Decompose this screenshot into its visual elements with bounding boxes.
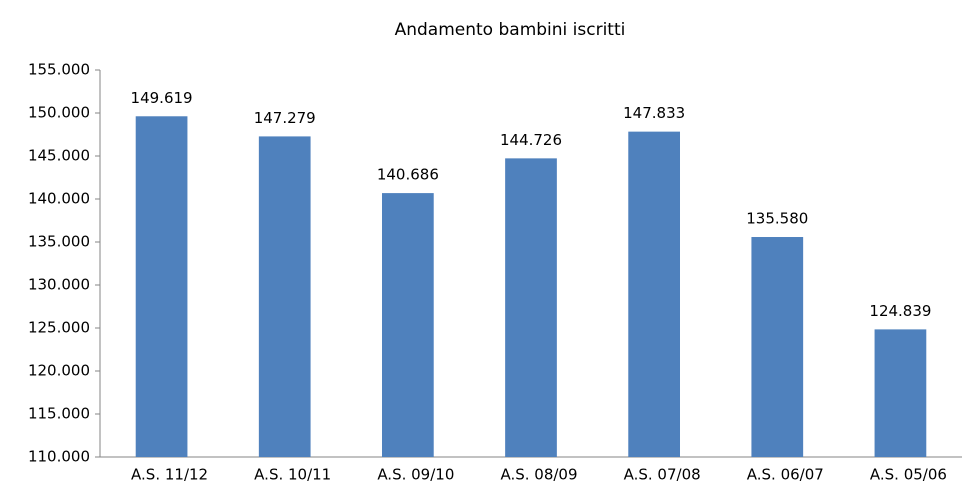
y-tick-label: 125.000 xyxy=(28,319,90,337)
chart-title: Andamento bambini iscritti xyxy=(395,20,626,40)
bar xyxy=(505,158,557,458)
x-tick-label: A.S. 11/12 xyxy=(131,466,208,484)
value-label: 149.619 xyxy=(131,89,193,107)
bar xyxy=(628,131,681,457)
bar xyxy=(751,237,804,457)
y-tick-label: 135.000 xyxy=(28,233,90,251)
y-tick-label: 110.000 xyxy=(28,448,90,466)
y-tick-label: 120.000 xyxy=(28,362,90,380)
x-tick-label: A.S. 06/07 xyxy=(747,466,824,484)
bar xyxy=(135,116,188,457)
x-tick-label: A.S. 10/11 xyxy=(254,466,331,484)
value-label: 140.686 xyxy=(377,166,439,184)
x-tick-label: A.S. 07/08 xyxy=(624,466,701,484)
bar xyxy=(258,136,311,457)
value-label: 147.279 xyxy=(254,109,316,127)
y-tick-label: 155.000 xyxy=(28,61,90,79)
y-tick-label: 115.000 xyxy=(28,405,90,423)
value-label: 144.726 xyxy=(500,131,562,149)
y-tick-label: 130.000 xyxy=(28,276,90,294)
y-tick-label: 145.000 xyxy=(28,147,90,165)
bar xyxy=(874,329,927,457)
x-tick-label: A.S. 08/09 xyxy=(500,466,577,484)
value-label: 147.833 xyxy=(623,104,685,122)
y-tick-label: 150.000 xyxy=(28,104,90,122)
value-label: 135.580 xyxy=(746,210,808,228)
y-tick-label: 140.000 xyxy=(28,190,90,208)
x-tick-label: A.S. 09/10 xyxy=(377,466,454,484)
value-label: 124.839 xyxy=(869,302,931,320)
x-tick-label: A.S. 05/06 xyxy=(870,466,947,484)
bar xyxy=(381,193,434,457)
